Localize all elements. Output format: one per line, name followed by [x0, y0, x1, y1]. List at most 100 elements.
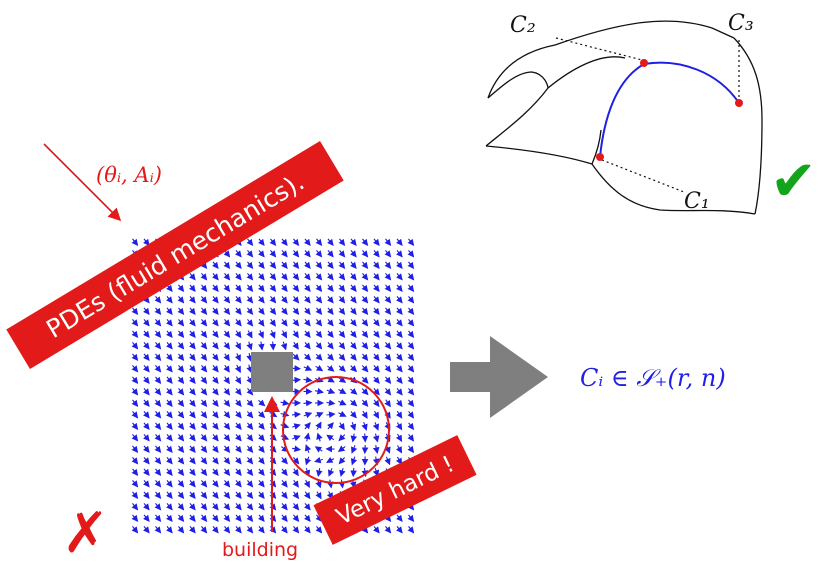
- field-arrow: [350, 456, 358, 466]
- field-arrow: [177, 388, 185, 396]
- field-arrow: [384, 365, 392, 373]
- field-arrow: [395, 433, 403, 442]
- field-arrow: [211, 457, 219, 465]
- field-arrow: [292, 445, 301, 452]
- field-arrow: [131, 445, 139, 453]
- field-arrow: [154, 457, 162, 465]
- field-arrow: [165, 365, 173, 373]
- field-arrow: [269, 284, 277, 292]
- field-arrow: [384, 399, 391, 408]
- field-arrow: [303, 284, 311, 292]
- field-arrow: [361, 284, 369, 292]
- field-arrow: [304, 422, 311, 430]
- field-arrow: [384, 261, 392, 269]
- field-arrow: [131, 365, 139, 373]
- field-arrow: [131, 480, 139, 488]
- field-arrow: [142, 422, 150, 430]
- field-arrow: [326, 399, 336, 407]
- field-arrow: [188, 273, 196, 281]
- field-arrow: [350, 387, 358, 395]
- field-arrow: [131, 353, 139, 361]
- field-arrow: [292, 503, 300, 511]
- field-arrow: [292, 261, 300, 269]
- field-arrow: [315, 491, 322, 500]
- field-arrow: [257, 445, 265, 453]
- field-arrow: [211, 434, 219, 442]
- field-arrow: [361, 250, 369, 258]
- field-arrow: [395, 296, 403, 304]
- field-arrow: [315, 284, 323, 292]
- field-arrow: [200, 376, 208, 384]
- pdes-banner-text: PDEs (fluid mechanics).: [41, 167, 309, 344]
- field-arrow: [280, 399, 290, 406]
- field-arrow: [234, 307, 242, 315]
- field-arrow: [211, 388, 219, 396]
- field-arrow: [131, 376, 139, 384]
- field-arrow: [258, 341, 265, 351]
- field-arrow: [257, 491, 265, 499]
- field-arrow: [280, 330, 288, 339]
- field-arrow: [361, 342, 369, 350]
- building-label: building: [222, 539, 298, 561]
- field-arrow: [223, 457, 231, 465]
- field-arrow: [338, 410, 347, 417]
- field-arrow: [142, 411, 150, 419]
- field-arrow: [200, 434, 208, 442]
- field-arrow: [188, 353, 196, 361]
- field-arrow: [303, 432, 311, 442]
- field-arrow: [200, 365, 208, 373]
- field-arrow: [142, 468, 150, 476]
- field-arrow: [372, 284, 380, 292]
- field-arrow: [200, 284, 208, 292]
- field-arrow: [142, 491, 150, 499]
- field-arrow: [200, 491, 208, 499]
- field-arrow: [200, 342, 208, 350]
- field-arrow: [303, 399, 313, 407]
- field-arrow: [177, 411, 185, 419]
- field-arrow: [407, 399, 415, 407]
- field-arrow: [131, 526, 139, 534]
- field-arrow: [384, 342, 392, 350]
- field-arrow: [165, 388, 173, 396]
- vortex-circle: [282, 376, 390, 484]
- field-arrow: [131, 330, 139, 338]
- field-arrow: [407, 365, 415, 373]
- field-arrow: [177, 307, 185, 315]
- field-arrow: [142, 388, 150, 396]
- field-arrow: [326, 261, 334, 269]
- field-arrow: [326, 284, 334, 292]
- field-arrow: [315, 421, 322, 430]
- field-arrow: [338, 376, 347, 383]
- field-arrow: [280, 468, 288, 476]
- field-arrow: [280, 261, 288, 269]
- field-arrow: [177, 514, 185, 522]
- field-arrow: [303, 238, 311, 246]
- field-arrow: [339, 468, 346, 477]
- field-arrow: [314, 387, 324, 395]
- field-arrow: [315, 307, 323, 315]
- field-arrow: [154, 468, 162, 476]
- field-arrow: [223, 526, 231, 534]
- field-arrow: [384, 330, 392, 338]
- field-arrow: [303, 307, 311, 315]
- field-arrow: [257, 503, 265, 511]
- field-arrow: [177, 365, 185, 373]
- field-arrow: [131, 342, 139, 350]
- field-arrow: [315, 364, 324, 372]
- field-arrow: [269, 261, 277, 269]
- field-arrow: [177, 491, 185, 499]
- field-arrow: [154, 330, 162, 338]
- field-arrow: [223, 514, 231, 522]
- field-arrow: [200, 330, 208, 338]
- field-arrow: [372, 353, 380, 361]
- field-arrow: [407, 376, 415, 384]
- field-arrow: [326, 456, 335, 463]
- field-arrow: [131, 388, 139, 396]
- field-arrow: [200, 388, 208, 396]
- field-arrow: [257, 284, 265, 292]
- field-arrow: [211, 376, 219, 384]
- field-arrow: [211, 365, 219, 373]
- field-arrow: [177, 399, 185, 407]
- field-arrow: [258, 411, 266, 419]
- field-arrow: [246, 457, 254, 465]
